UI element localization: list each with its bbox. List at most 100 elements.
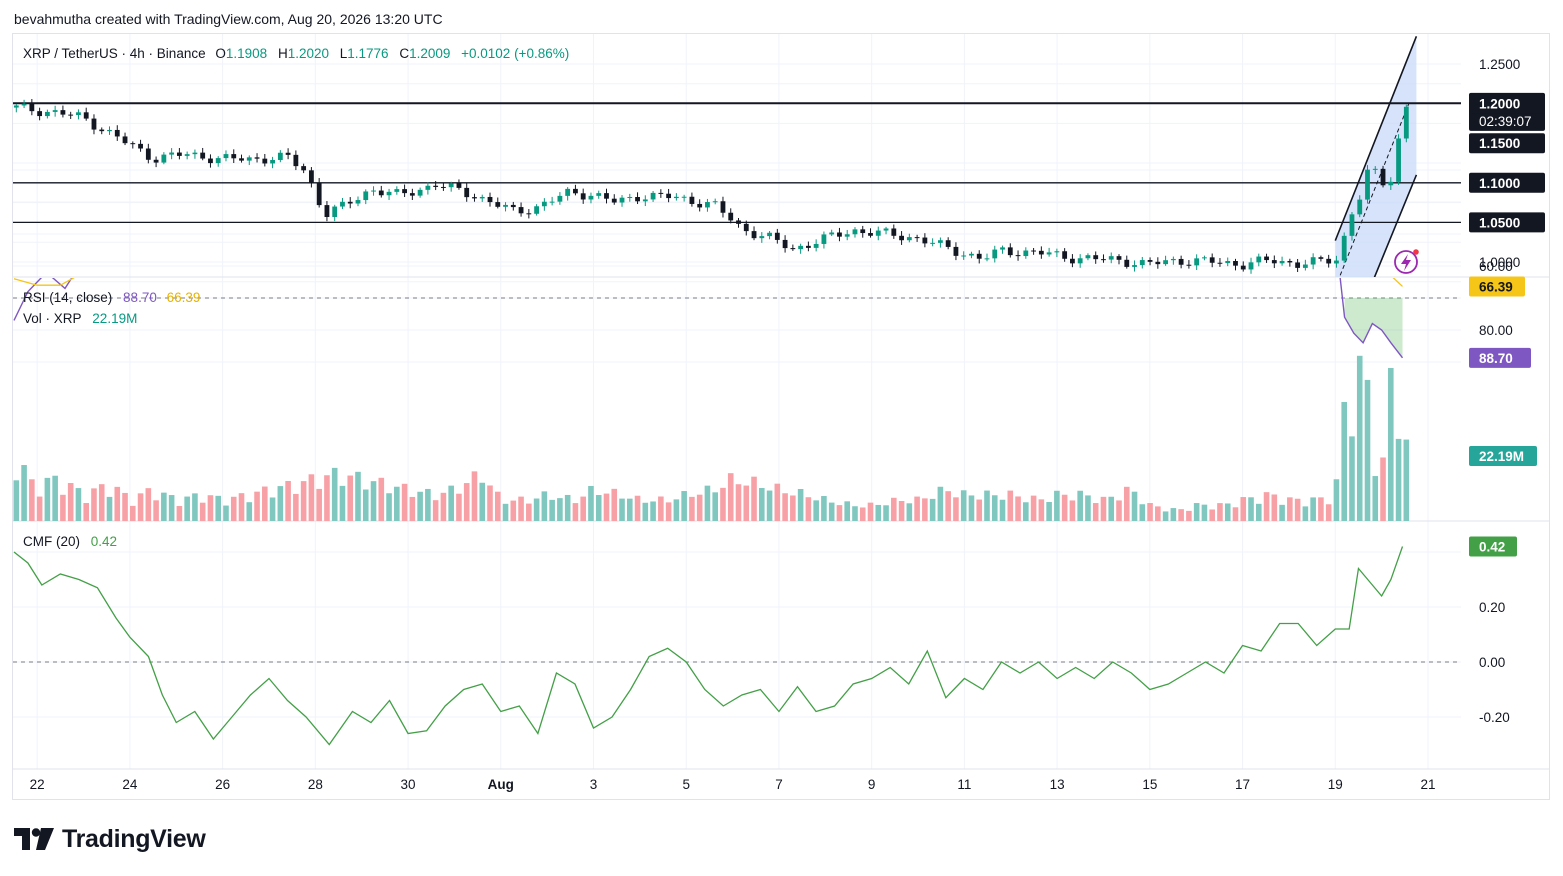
alert-icon-ring	[1394, 250, 1418, 274]
volume-bar	[215, 495, 222, 521]
channel-lower-line	[1373, 174, 1418, 277]
volume-bar	[859, 507, 866, 521]
volume-bar	[386, 493, 392, 521]
candle-body	[1380, 168, 1386, 186]
volume-bar	[813, 500, 819, 521]
volume-bar	[1015, 496, 1021, 521]
x-tick-label: 19	[1328, 777, 1343, 792]
volume-bar	[603, 493, 610, 521]
candle-body	[246, 157, 252, 161]
candle-body	[208, 158, 213, 164]
x-tick-label: 11	[957, 777, 971, 792]
close-label: C	[399, 46, 410, 61]
volume-bar	[805, 497, 812, 521]
candle-body	[720, 201, 726, 213]
volume-bar	[891, 497, 897, 521]
volume-bar	[1116, 500, 1122, 521]
volume-bar	[696, 494, 703, 521]
symbol-pair: XRP / TetherUS · 4h · Binance	[23, 46, 206, 61]
candle-body	[37, 111, 43, 117]
open-value: 1.1908	[225, 46, 268, 61]
volume-bar	[626, 498, 633, 521]
candle-body	[976, 253, 982, 259]
alert-icon-bolt	[1401, 254, 1411, 271]
volume-bar	[1193, 503, 1200, 521]
volume-bar	[1364, 379, 1371, 521]
volume-bar	[394, 486, 400, 521]
candle-body	[169, 152, 175, 155]
volume-bar	[1248, 497, 1254, 521]
cmf-axis-tick: 0.20	[1479, 600, 1505, 615]
low-label: L	[339, 46, 348, 61]
candle-body	[503, 204, 508, 207]
x-tick-label: 15	[1142, 777, 1157, 792]
candle-body	[44, 111, 50, 117]
candle-body	[1194, 258, 1200, 266]
candle-body	[472, 197, 477, 199]
level-badge-1-1000: 1.1000	[1469, 172, 1545, 193]
x-tick-label: 17	[1235, 777, 1250, 792]
candle-body	[953, 246, 959, 256]
channel-mid-dashed	[1338, 101, 1410, 277]
cmf-value: 0.42	[90, 534, 118, 549]
candle-body	[534, 206, 540, 214]
candle-body	[262, 158, 268, 164]
rsi-overbought-fill	[1344, 298, 1403, 358]
rsi-value-badge-bg	[1469, 347, 1531, 368]
candle-body	[899, 235, 904, 241]
candle-body	[868, 233, 873, 236]
candle-body	[363, 191, 369, 201]
candle-body	[945, 240, 951, 247]
candle-body	[891, 228, 897, 236]
volume-bar	[432, 500, 439, 521]
x-tick-label: 22	[30, 777, 45, 792]
candle-body	[1007, 247, 1013, 256]
volume-bar	[1201, 504, 1208, 521]
candle-body	[231, 154, 237, 159]
x-tick-label: Aug	[488, 777, 514, 792]
volume-bar	[21, 465, 27, 521]
channel-fill	[1335, 36, 1417, 277]
volume-bar	[1162, 511, 1169, 521]
volume-bar	[161, 492, 167, 521]
candle-body	[526, 213, 532, 215]
volume-bar	[1178, 509, 1184, 521]
chart-canvas[interactable]: 22 24 26 28 30 Aug 3 5 7 9 11 13 15 17 19 21 1.2500 1.000…	[13, 34, 1549, 799]
candle-body	[1155, 261, 1161, 265]
x-tick-label: 5	[682, 777, 690, 792]
x-tick-label: 21	[1420, 777, 1435, 792]
volume-bar	[153, 500, 159, 521]
volume-bar	[494, 491, 501, 521]
volume-bar	[254, 491, 260, 521]
candle-body	[937, 240, 943, 243]
candle-body	[743, 223, 749, 232]
volume-bar	[533, 498, 540, 521]
candle-body	[1287, 260, 1293, 263]
x-tick-label: 24	[122, 777, 138, 792]
volume-bar	[207, 495, 214, 521]
volume-bar	[1108, 496, 1115, 521]
candle-body	[1085, 255, 1091, 259]
chart-frame[interactable]: 22 24 26 28 30 Aug 3 5 7 9 11 13 15 17 19 21 1.2500 1.000…	[12, 33, 1550, 800]
volume-bar	[29, 479, 35, 521]
rsi-ma-badge-text: 66.39	[1479, 279, 1513, 294]
volume-bar	[906, 503, 913, 521]
price-axis-tick: 1.2500	[1479, 57, 1520, 72]
volume-bar	[1170, 508, 1177, 521]
candle-body	[308, 170, 314, 183]
candle-body	[697, 203, 703, 208]
volume-bar	[828, 502, 835, 521]
candle-body	[635, 197, 640, 202]
volume-bar	[510, 500, 517, 521]
candle-body	[1000, 247, 1005, 250]
volume-bar	[720, 487, 726, 521]
candle-body	[76, 112, 81, 116]
cmf-legend: CMF (20) 0.42	[23, 534, 120, 549]
candle-body	[604, 193, 609, 199]
candle-body	[1093, 255, 1099, 260]
volume-bar	[479, 482, 486, 521]
volume-bar	[355, 471, 361, 521]
level-badge-1-1000-text: 1.1000	[1479, 176, 1520, 191]
level-badge-1-2000-bg	[1469, 93, 1545, 114]
candle-body	[875, 230, 881, 236]
